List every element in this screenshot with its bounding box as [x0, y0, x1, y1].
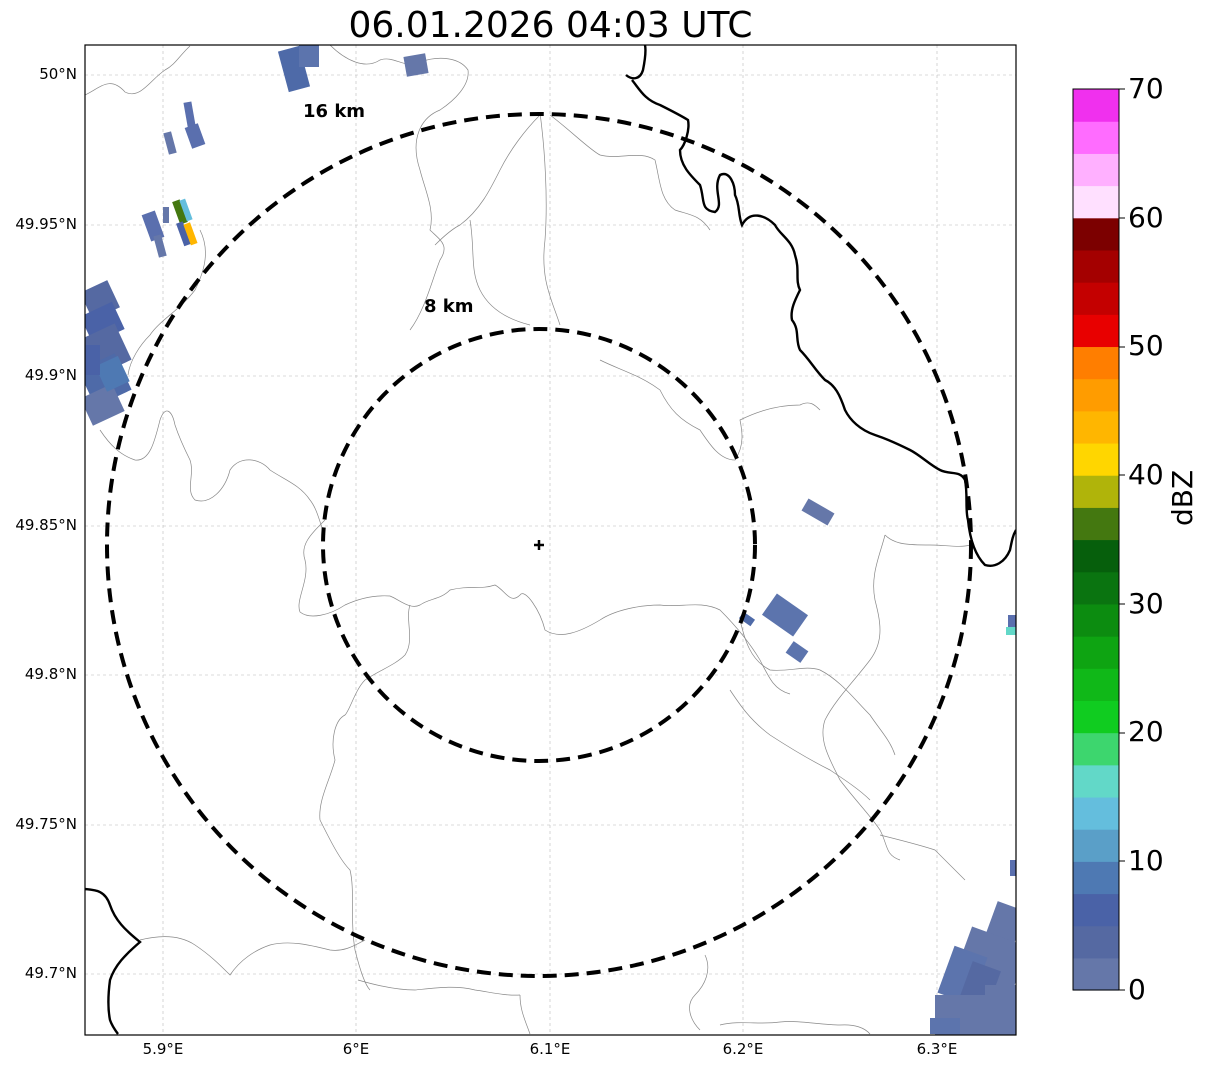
- lon-label: 6.2°E: [722, 1040, 764, 1058]
- colorbar-tick-label: 20: [1128, 715, 1164, 748]
- colorbar-frame: [1072, 88, 1120, 991]
- regional-boundaries: [85, 45, 971, 1035]
- colorbar-label: dBZ: [1166, 469, 1199, 526]
- lat-label: 50°N: [39, 65, 77, 83]
- colorbar-segment: [1073, 957, 1119, 991]
- colorbar-segment: [1073, 507, 1119, 541]
- colorbar-tick-label: 60: [1128, 201, 1164, 234]
- lat-label: 49.7°N: [24, 964, 77, 982]
- colorbar-segment: [1073, 378, 1119, 412]
- colorbar-segment: [1073, 764, 1119, 798]
- colorbar-tick-label: 30: [1128, 587, 1164, 620]
- colorbar-segment: [1073, 603, 1119, 637]
- lat-label: 49.9°N: [24, 366, 77, 384]
- range-ring-16km: [105, 112, 973, 978]
- colorbar-segment: [1073, 668, 1119, 701]
- colorbar-segment: [1073, 282, 1119, 315]
- colorbar-segment: [1073, 893, 1119, 927]
- colorbar-tick-label: 0: [1128, 973, 1146, 1006]
- colorbar-segment: [1073, 442, 1119, 476]
- range-label-8km: 8 km: [424, 296, 474, 317]
- radar-echoes: [85, 45, 1016, 1035]
- colorbar-tick-label: 50: [1128, 329, 1164, 362]
- colorbar-segment: [1073, 89, 1119, 122]
- colorbar-segment: [1073, 153, 1119, 187]
- lon-label: 6.1°E: [529, 1040, 571, 1058]
- colorbar-segment: [1073, 121, 1119, 154]
- colorbar-segment: [1073, 185, 1119, 219]
- colorbar-segment: [1073, 796, 1119, 830]
- colorbar-segment: [1073, 636, 1119, 669]
- colorbar-segment: [1073, 829, 1119, 862]
- colorbar-tick-label: 10: [1128, 844, 1164, 877]
- range-rings: [105, 112, 973, 978]
- national-border: [85, 45, 1016, 1035]
- colorbar-tick-label: 40: [1128, 458, 1164, 491]
- colorbar-segment: [1073, 925, 1119, 959]
- lat-label: 49.8°N: [24, 665, 77, 683]
- colorbar-segment: [1073, 314, 1119, 348]
- colorbar-segment: [1073, 475, 1119, 508]
- lat-label: 49.75°N: [15, 815, 77, 833]
- colorbar-segment: [1073, 410, 1119, 444]
- plot-frame: [84, 44, 1017, 1036]
- colorbar-segment: [1073, 249, 1119, 283]
- colorbar-segment: [1073, 217, 1119, 251]
- range-ring-8km: [321, 327, 757, 763]
- colorbar-segment: [1073, 700, 1119, 734]
- lat-label: 49.85°N: [15, 516, 77, 534]
- colorbar-tick-label: 70: [1128, 72, 1164, 105]
- lon-label: 6.3°E: [916, 1040, 958, 1058]
- gridlines: [85, 45, 1016, 1035]
- lon-label: 6°E: [342, 1040, 370, 1058]
- colorbar-segment: [1073, 539, 1119, 573]
- lat-label: 49.95°N: [15, 215, 77, 233]
- radar-site-marker: [534, 540, 544, 550]
- map-title: 06.01.2026 04:03 UTC: [348, 5, 753, 46]
- lon-label: 5.9°E: [142, 1040, 184, 1058]
- colorbar-segment: [1073, 861, 1119, 895]
- colorbar-segment: [1073, 346, 1119, 380]
- colorbar: [1073, 88, 1125, 991]
- colorbar-segment: [1073, 571, 1119, 605]
- range-label-16km: 16 km: [303, 101, 365, 122]
- colorbar-segment: [1073, 732, 1119, 766]
